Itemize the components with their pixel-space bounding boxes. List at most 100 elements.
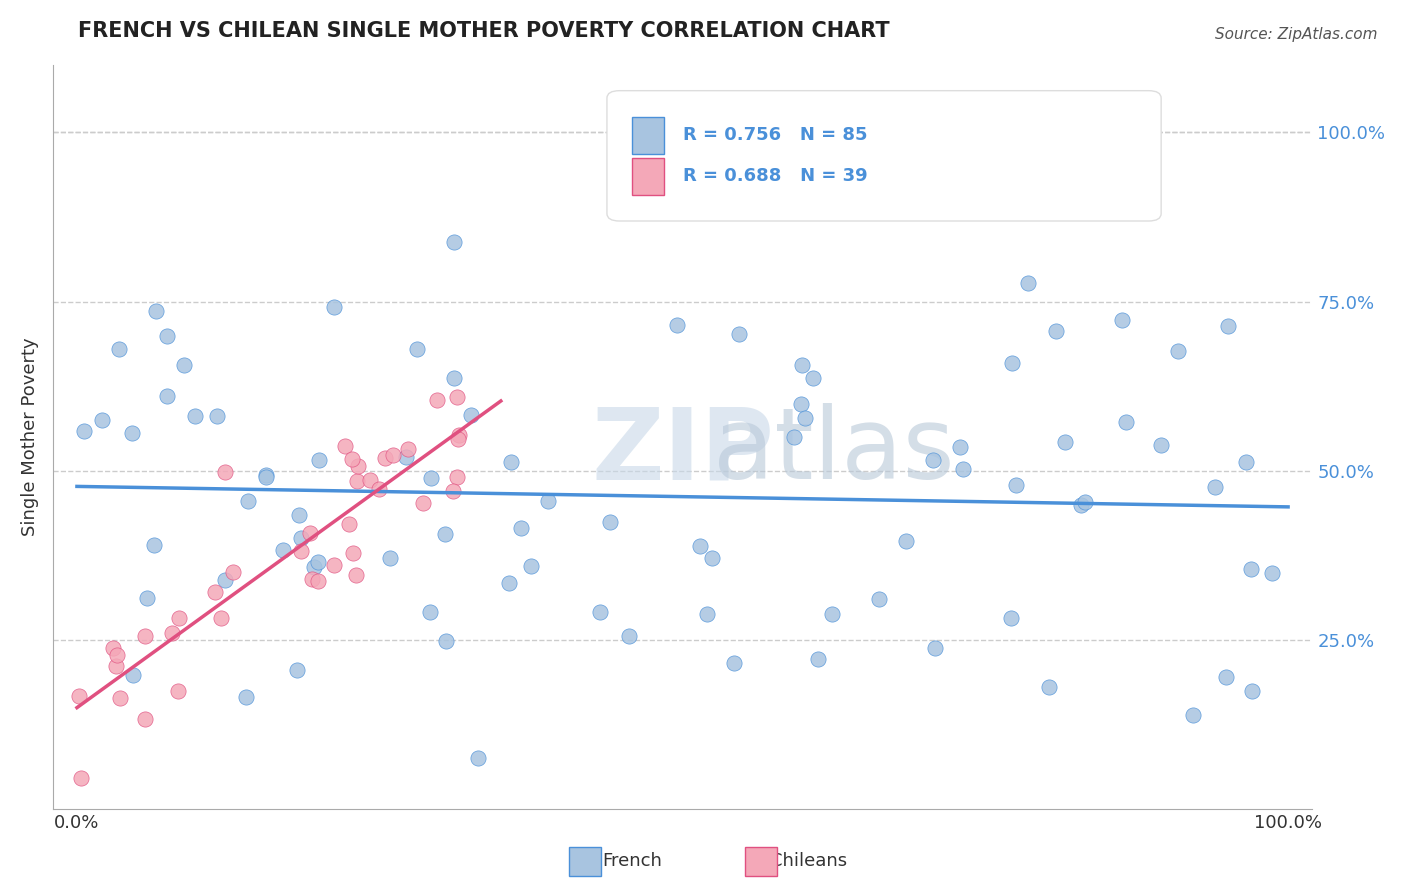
Point <box>335 440 357 454</box>
Point <box>382 448 405 462</box>
Point <box>160 625 183 640</box>
Point <box>696 607 718 621</box>
Point <box>347 458 370 473</box>
Point <box>728 327 751 342</box>
Point <box>619 629 641 643</box>
Point <box>447 427 470 442</box>
Point <box>589 606 612 620</box>
Point <box>134 712 156 726</box>
Point <box>412 496 434 510</box>
Point <box>285 663 308 677</box>
Point <box>419 605 441 619</box>
Point <box>790 358 813 372</box>
Point <box>790 397 813 411</box>
Point <box>298 526 321 541</box>
Point <box>204 585 226 599</box>
Point <box>121 425 143 440</box>
Point <box>380 551 402 566</box>
Text: Source: ZipAtlas.com: Source: ZipAtlas.com <box>1215 27 1378 42</box>
Point <box>723 656 745 670</box>
Point <box>1017 276 1039 290</box>
Point <box>949 441 972 455</box>
Point <box>868 592 890 607</box>
Point <box>1261 566 1284 580</box>
Point <box>1240 684 1263 698</box>
Bar <box>745 847 778 876</box>
Point <box>498 575 520 590</box>
Point <box>67 689 90 703</box>
Point <box>419 471 441 485</box>
Text: R = 0.688   N = 39: R = 0.688 N = 39 <box>682 168 868 186</box>
Point <box>1182 707 1205 722</box>
Point <box>184 409 207 423</box>
Text: ZIP: ZIP <box>591 403 773 500</box>
Point <box>1070 499 1092 513</box>
Point <box>1167 344 1189 359</box>
Point <box>467 751 489 765</box>
Point <box>337 517 360 532</box>
Point <box>426 393 449 408</box>
Point <box>1045 324 1067 338</box>
Point <box>1218 318 1240 333</box>
Point <box>105 648 128 662</box>
Text: FRENCH VS CHILEAN SINGLE MOTHER POVERTY CORRELATION CHART: FRENCH VS CHILEAN SINGLE MOTHER POVERTY … <box>77 21 890 41</box>
Text: Chileans: Chileans <box>770 853 846 871</box>
Point <box>1215 670 1237 684</box>
Text: atlas: atlas <box>713 403 955 500</box>
Point <box>443 235 465 249</box>
Point <box>145 303 167 318</box>
Point <box>207 409 229 424</box>
Point <box>209 611 232 625</box>
Point <box>107 342 129 356</box>
Text: French: French <box>602 853 662 871</box>
Point <box>1204 480 1226 494</box>
Point <box>374 450 396 465</box>
Point <box>169 611 191 625</box>
Point <box>447 432 470 446</box>
Point <box>434 633 457 648</box>
Point <box>105 659 128 673</box>
Point <box>689 539 711 553</box>
Point <box>924 641 946 656</box>
Point <box>441 483 464 498</box>
Point <box>307 555 329 569</box>
Point <box>301 572 323 586</box>
Point <box>214 465 236 479</box>
Point <box>173 358 195 372</box>
Point <box>519 559 541 574</box>
Point <box>156 389 179 403</box>
Point <box>821 607 844 621</box>
Point <box>394 450 416 464</box>
Point <box>702 550 724 565</box>
Point <box>1000 611 1022 625</box>
Point <box>254 467 277 482</box>
Point <box>783 429 806 443</box>
Point <box>108 691 131 706</box>
Point <box>396 442 419 456</box>
Point <box>446 390 468 404</box>
Bar <box>633 117 664 154</box>
Point <box>342 546 364 560</box>
Point <box>346 475 368 489</box>
Point <box>1240 562 1263 576</box>
Point <box>1001 356 1024 370</box>
Point <box>308 453 330 467</box>
Point <box>290 544 312 558</box>
Point <box>359 473 381 487</box>
Point <box>90 413 112 427</box>
Point <box>122 668 145 682</box>
Point <box>443 371 465 385</box>
Point <box>537 494 560 508</box>
Point <box>222 565 245 579</box>
Point <box>166 683 188 698</box>
Point <box>807 652 830 666</box>
Text: R = 0.756   N = 85: R = 0.756 N = 85 <box>682 127 868 145</box>
Point <box>599 515 621 529</box>
Point <box>1038 681 1060 695</box>
Point <box>344 567 367 582</box>
Point <box>1236 454 1258 468</box>
Point <box>665 318 688 332</box>
Point <box>136 591 159 606</box>
Point <box>1074 495 1097 509</box>
Point <box>342 452 364 467</box>
